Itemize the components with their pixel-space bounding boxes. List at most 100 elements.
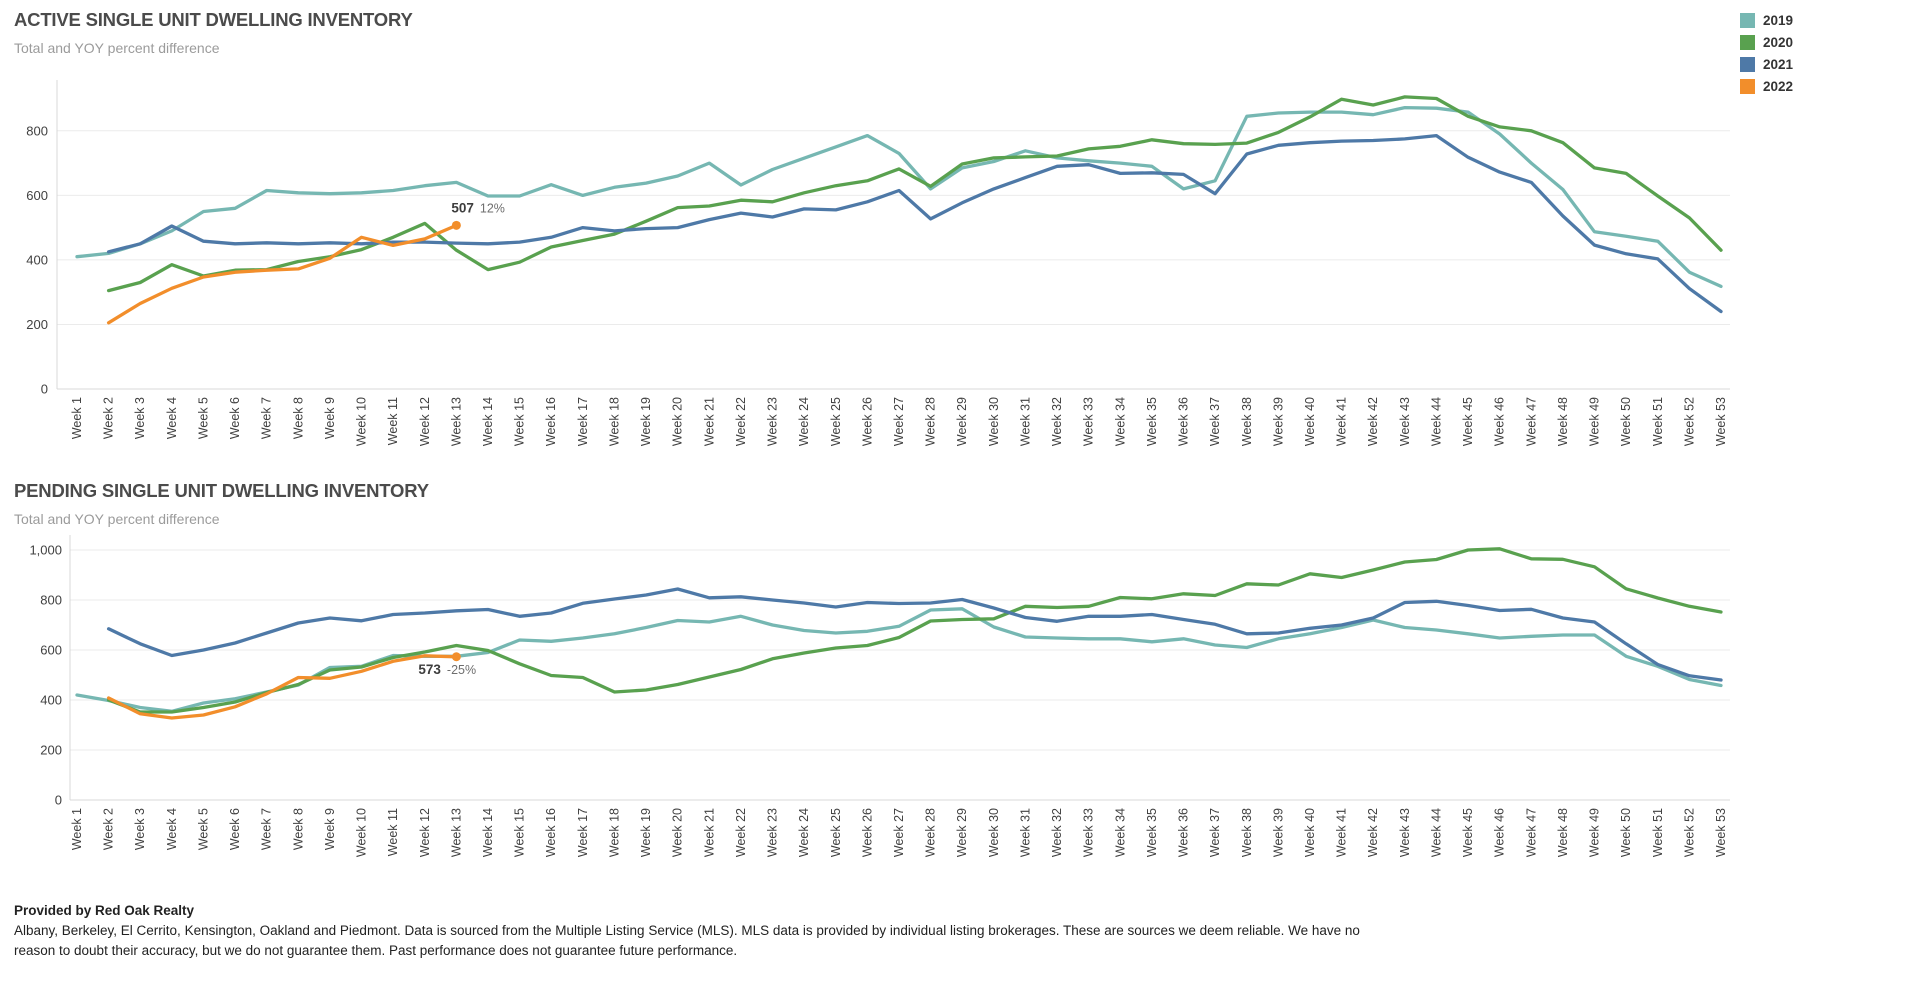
active-ytick-200: 200 bbox=[26, 317, 48, 332]
pending-xtick-week-14: Week 14 bbox=[481, 808, 495, 857]
active-xtick-week-33: Week 33 bbox=[1082, 397, 1096, 446]
active-ytick-0: 0 bbox=[41, 382, 48, 397]
pending-xtick-week-16: Week 16 bbox=[544, 808, 558, 857]
active-xtick-week-10: Week 10 bbox=[355, 397, 369, 446]
pending-xtick-week-1: Week 1 bbox=[70, 808, 84, 850]
active-xtick-week-39: Week 39 bbox=[1271, 397, 1285, 446]
active-xtick-week-22: Week 22 bbox=[734, 397, 748, 446]
active-xtick-week-43: Week 43 bbox=[1398, 397, 1412, 446]
active-xtick-week-38: Week 38 bbox=[1240, 397, 1254, 446]
pending-xtick-week-24: Week 24 bbox=[797, 808, 811, 857]
pending-xtick-week-26: Week 26 bbox=[860, 808, 874, 857]
active-xtick-week-20: Week 20 bbox=[671, 397, 685, 446]
active-xtick-week-50: Week 50 bbox=[1619, 397, 1633, 446]
active-xtick-week-11: Week 11 bbox=[386, 397, 400, 445]
pending-xtick-week-50: Week 50 bbox=[1619, 808, 1633, 857]
active-2022-line bbox=[106, 223, 459, 325]
pending-xtick-week-40: Week 40 bbox=[1303, 808, 1317, 857]
pending-xtick-week-25: Week 25 bbox=[829, 808, 843, 857]
pending-xtick-week-33: Week 33 bbox=[1082, 808, 1096, 857]
pending-xtick-week-48: Week 48 bbox=[1556, 808, 1570, 857]
active-xtick-week-15: Week 15 bbox=[513, 397, 527, 446]
active-xtick-week-51: Week 51 bbox=[1651, 397, 1665, 446]
active-xtick-week-53: Week 53 bbox=[1714, 397, 1728, 446]
active-xtick-week-12: Week 12 bbox=[418, 397, 432, 446]
active-xtick-week-44: Week 44 bbox=[1429, 397, 1443, 446]
active-2019-line bbox=[75, 105, 1723, 289]
pending-xtick-week-20: Week 20 bbox=[671, 808, 685, 857]
active-xtick-week-3: Week 3 bbox=[133, 397, 147, 439]
pending-xtick-week-34: Week 34 bbox=[1113, 808, 1127, 857]
pending-ytick-400: 400 bbox=[40, 693, 62, 708]
active-xtick-week-30: Week 30 bbox=[987, 397, 1001, 446]
pending-xtick-week-46: Week 46 bbox=[1493, 808, 1507, 857]
active-xtick-week-8: Week 8 bbox=[291, 397, 305, 439]
pending-ytick-600: 600 bbox=[40, 643, 62, 658]
active-xtick-week-23: Week 23 bbox=[766, 397, 780, 446]
pending-xtick-week-42: Week 42 bbox=[1366, 808, 1380, 857]
pending-xtick-week-52: Week 52 bbox=[1682, 808, 1696, 857]
pending-ytick-800: 800 bbox=[40, 593, 62, 608]
pending-xtick-week-53: Week 53 bbox=[1714, 808, 1728, 857]
legend-item-2021[interactable]: 2021 bbox=[1740, 57, 1793, 72]
active-xtick-week-32: Week 32 bbox=[1050, 397, 1064, 446]
pending-xtick-week-23: Week 23 bbox=[766, 808, 780, 857]
active-chart-subtitle: Total and YOY percent difference bbox=[14, 40, 220, 56]
active-xtick-week-16: Week 16 bbox=[544, 397, 558, 446]
active-annotation-dot bbox=[451, 220, 461, 230]
pending-xtick-week-9: Week 9 bbox=[323, 808, 337, 850]
pending-2019-line bbox=[75, 607, 1723, 713]
legend-item-2022[interactable]: 2022 bbox=[1740, 79, 1793, 94]
pending-chart: 0 200 400 600 800 1,000 Week 1 Week 2 Week 3 Week… bbox=[29, 535, 1730, 857]
pending-xtick-week-18: Week 18 bbox=[607, 808, 621, 857]
active-chart-title: ACTIVE SINGLE UNIT DWELLING INVENTORY bbox=[14, 9, 413, 30]
pending-ytick-200: 200 bbox=[40, 743, 62, 758]
active-xtick-week-7: Week 7 bbox=[260, 397, 274, 439]
active-xtick-week-9: Week 9 bbox=[323, 397, 337, 439]
pending-xtick-week-8: Week 8 bbox=[291, 808, 305, 850]
active-xtick-week-2: Week 2 bbox=[102, 397, 116, 439]
pending-xtick-week-45: Week 45 bbox=[1461, 808, 1475, 857]
active-xtick-week-27: Week 27 bbox=[892, 397, 906, 446]
active-xtick-week-25: Week 25 bbox=[829, 397, 843, 446]
legend-item-2020[interactable]: 2020 bbox=[1740, 35, 1793, 50]
pending-xtick-week-39: Week 39 bbox=[1271, 808, 1285, 857]
legend-swatch-2022 bbox=[1740, 79, 1755, 94]
pending-2022-line bbox=[106, 654, 459, 720]
active-xtick-week-5: Week 5 bbox=[196, 397, 210, 439]
pending-chart-subtitle: Total and YOY percent difference bbox=[14, 511, 220, 527]
active-xtick-week-19: Week 19 bbox=[639, 397, 653, 446]
active-xtick-week-34: Week 34 bbox=[1113, 397, 1127, 446]
active-xtick-week-14: Week 14 bbox=[481, 397, 495, 446]
active-xtick-week-1: Week 1 bbox=[70, 397, 84, 439]
pending-xtick-week-27: Week 27 bbox=[892, 808, 906, 857]
active-xtick-week-17: Week 17 bbox=[576, 397, 590, 446]
active-xtick-week-37: Week 37 bbox=[1208, 397, 1222, 446]
pending-xtick-week-13: Week 13 bbox=[449, 808, 463, 857]
footer-provider: Provided by Red Oak Realty bbox=[14, 903, 195, 918]
active-ytick-800: 800 bbox=[26, 123, 48, 138]
active-xtick-week-6: Week 6 bbox=[228, 397, 242, 439]
pending-2020-line bbox=[106, 547, 1723, 714]
pending-xtick-week-30: Week 30 bbox=[987, 808, 1001, 857]
active-xtick-week-52: Week 52 bbox=[1682, 397, 1696, 446]
footer-disclaimer: Albany, Berkeley, El Cerrito, Kensington… bbox=[14, 923, 1360, 958]
pending-xtick-week-31: Week 31 bbox=[1018, 808, 1032, 857]
active-xtick-week-21: Week 21 bbox=[702, 397, 716, 446]
pending-xtick-week-37: Week 37 bbox=[1208, 808, 1222, 857]
active-xtick-week-13: Week 13 bbox=[449, 397, 463, 446]
active-xtick-week-26: Week 26 bbox=[860, 397, 874, 446]
pending-xtick-week-3: Week 3 bbox=[133, 808, 147, 850]
pending-annotation-dot bbox=[451, 652, 461, 662]
legend-label: 2021 bbox=[1763, 57, 1794, 72]
legend-item-2019[interactable]: 2019 bbox=[1740, 13, 1793, 28]
active-xtick-week-24: Week 24 bbox=[797, 397, 811, 446]
pending-ytick-0: 0 bbox=[55, 793, 62, 808]
legend: 2019 2020 2021 2022 bbox=[1740, 13, 1793, 94]
pending-xtick-week-43: Week 43 bbox=[1398, 808, 1412, 857]
active-xtick-week-31: Week 31 bbox=[1018, 397, 1032, 446]
pending-xtick-week-36: Week 36 bbox=[1177, 808, 1191, 857]
active-xtick-week-18: Week 18 bbox=[607, 397, 621, 446]
pending-xtick-week-11: Week 11 bbox=[386, 808, 400, 856]
